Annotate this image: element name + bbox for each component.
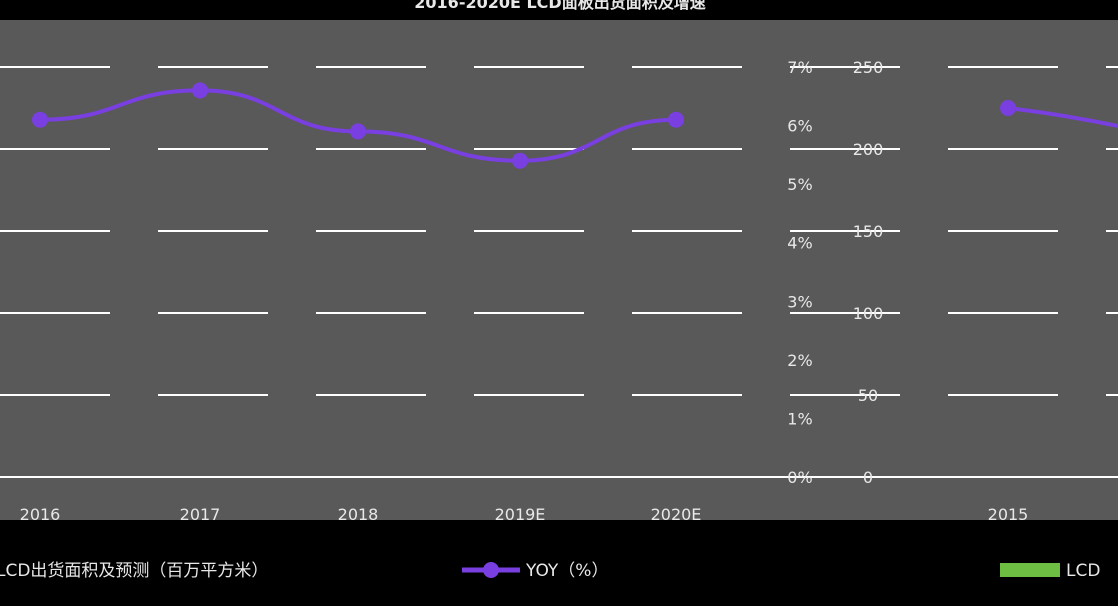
x-tick-label: 2016 [20, 505, 61, 524]
gridlines [0, 66, 1118, 478]
title-strip [0, 0, 1118, 10]
yoy-point [512, 152, 528, 169]
legend: LCD出货面积及预测（百万平方米） YOY（%） LCD [0, 561, 1100, 581]
y-tick-label: 250 [853, 58, 884, 77]
y2-tick-label: 7% [787, 58, 812, 77]
yoy-line-path-2015 [1007, 106, 1118, 128]
yoy-series [32, 82, 1118, 169]
y-tick-label: 150 [853, 222, 884, 241]
plot-background [0, 20, 1118, 520]
y-tick-label: 0 [863, 468, 873, 487]
legend-yoy-label: YOY（%） [525, 561, 608, 581]
x-tick-label: 2018 [338, 505, 379, 524]
yoy-point [32, 111, 48, 128]
yoy-point [350, 123, 366, 140]
x-tick-label: 2020E [651, 505, 702, 524]
yoy-point [1000, 100, 1016, 116]
y-tick-label: 100 [853, 304, 884, 323]
y2-tick-label: 4% [787, 234, 812, 253]
chart-title: 2016-2020E LCD面板出货面积及增速 [414, 0, 705, 12]
x-tick-label: 2019E [495, 505, 546, 524]
x-tick-label: 2015 [988, 505, 1029, 524]
y2-tick-label: 0% [787, 468, 812, 487]
yoy-point [668, 111, 684, 128]
x-axis-ticks: 2016 2017 2018 2019E 2020E 2015 [20, 505, 1029, 524]
y-axis-ticks: 0 50 100 150 200 250 [853, 58, 884, 487]
y2-tick-label: 5% [787, 175, 812, 194]
x-tick-label: 2017 [180, 505, 221, 524]
y2-tick-label: 3% [787, 292, 812, 311]
legend-lcd-marker [1000, 563, 1060, 577]
y2-tick-label: 1% [787, 409, 812, 428]
y2-tick-label: 6% [787, 117, 812, 136]
legend-area-label: LCD出货面积及预测（百万平方米） [0, 561, 268, 581]
y2-tick-label: 2% [787, 351, 812, 370]
y2-axis-ticks: 0% 1% 2% 3% 4% 5% 6% 7% [787, 58, 812, 487]
legend-yoy-marker [462, 562, 520, 578]
yoy-point [192, 82, 208, 99]
y-tick-label: 50 [858, 386, 878, 405]
legend-lcd-label: LCD [1066, 561, 1100, 581]
y-tick-label: 200 [853, 140, 884, 159]
